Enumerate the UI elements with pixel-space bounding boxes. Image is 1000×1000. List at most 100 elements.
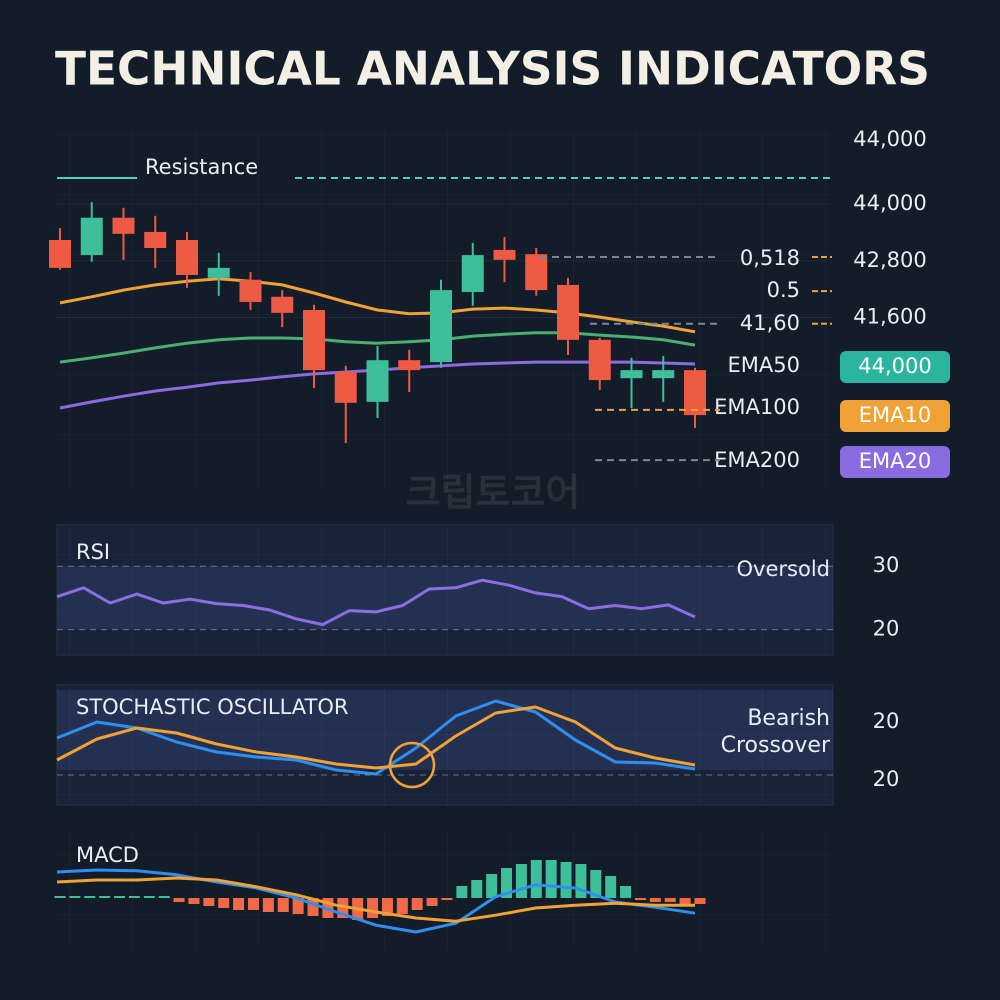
- rsi-band: [57, 566, 833, 630]
- candle-body: [684, 370, 706, 416]
- macd-bar: [515, 864, 527, 898]
- macd-bar: [84, 896, 96, 898]
- macd-bar: [173, 898, 185, 902]
- macd-bar: [381, 898, 393, 916]
- rsi-line: [56, 578, 696, 627]
- macd-bar: [203, 898, 215, 906]
- candle-body: [49, 239, 71, 268]
- candle-body: [493, 249, 516, 260]
- y-tick-label: 41,600: [853, 305, 926, 329]
- badge-label: EMA20: [859, 449, 931, 473]
- macd-bar: [262, 898, 274, 912]
- macd-bar: [664, 898, 676, 902]
- macd-bar: [620, 886, 632, 898]
- macd-bar: [143, 896, 155, 898]
- annotation: Oversold: [737, 557, 830, 581]
- macd-bar: [634, 898, 646, 900]
- macd-bar: [590, 870, 602, 898]
- candle-body: [80, 217, 103, 256]
- macd-bar: [471, 880, 483, 898]
- candle-body: [207, 267, 230, 278]
- badge-label: EMA10: [859, 403, 931, 427]
- stoch-line: [56, 705, 696, 770]
- y-axis-label: 20: [873, 709, 900, 733]
- macd-bar: [560, 862, 572, 898]
- y-tick-label: 44,000: [853, 191, 926, 215]
- macd-bar: [605, 876, 617, 898]
- macd-line: [56, 868, 696, 934]
- crossover-marker: [388, 741, 436, 789]
- badge-label: 44,000: [858, 354, 931, 378]
- candle-body: [239, 279, 262, 302]
- macd-bar: [486, 874, 498, 898]
- macd-bar: [277, 898, 289, 912]
- macd-bar: [530, 860, 542, 898]
- candle-body: [461, 255, 484, 293]
- macd-pane: [57, 830, 833, 950]
- candle-body: [398, 360, 421, 371]
- badge: [840, 400, 950, 432]
- level-label: EMA200: [714, 448, 800, 472]
- macd-bar: [307, 898, 319, 916]
- y-tick-label: 30: [873, 553, 900, 577]
- candle-body: [557, 284, 579, 340]
- candle-body: [652, 370, 675, 379]
- pane-title: MACD: [76, 843, 139, 867]
- macd-bar: [679, 898, 691, 904]
- candle-body: [144, 231, 167, 249]
- macd-bar: [218, 898, 230, 908]
- macd-bar: [114, 896, 126, 898]
- candle-body: [271, 296, 294, 313]
- candle-body: [303, 310, 325, 371]
- level-label: 0,518: [740, 246, 800, 270]
- macd-bar: [367, 898, 379, 918]
- candle-body: [620, 370, 643, 379]
- macd-bar: [545, 860, 557, 898]
- level-label: EMA100: [714, 395, 800, 419]
- candle-body: [366, 360, 389, 402]
- macd-bar: [247, 898, 259, 910]
- macd-bar: [188, 898, 200, 904]
- level-label: 41,60: [740, 311, 800, 335]
- badge: [840, 351, 950, 383]
- watermark: 크립토코어: [406, 471, 581, 515]
- macd-bar: [649, 898, 661, 902]
- y-axis-label: 20: [873, 767, 900, 791]
- macd-bar: [501, 868, 513, 898]
- ema-line: [59, 331, 696, 364]
- macd-bar: [292, 898, 304, 914]
- macd-bar: [54, 896, 66, 898]
- macd-bar: [441, 898, 453, 900]
- macd-bar: [99, 896, 111, 898]
- pane-title: STOCHASTIC OSCILLATOR: [76, 695, 348, 719]
- macd-bar: [158, 896, 170, 898]
- y-top-label: 44,000: [853, 127, 926, 151]
- macd-bar: [694, 898, 706, 904]
- stoch-line: [56, 699, 696, 776]
- macd-bar: [233, 898, 245, 910]
- candle-body: [112, 217, 135, 234]
- macd-bar: [337, 898, 349, 918]
- pane-title: RSI: [76, 540, 110, 564]
- rsi-grid: [57, 525, 833, 655]
- macd-bar: [426, 898, 438, 906]
- level-label: EMA50: [728, 353, 800, 377]
- ema-line: [59, 277, 696, 334]
- macd-bar: [456, 886, 468, 898]
- level-label: 0.5: [767, 278, 800, 302]
- page-title: TECHNICAL ANALYSIS INDICATORS: [55, 42, 930, 96]
- candle-body: [525, 254, 548, 291]
- macd-bar: [396, 898, 408, 914]
- candle-body: [430, 290, 452, 363]
- resistance-label: Resistance: [145, 155, 258, 179]
- candle-body: [588, 339, 611, 381]
- macd-bar: [69, 896, 81, 898]
- macd-bar: [411, 898, 423, 910]
- badge: [840, 446, 950, 478]
- y-tick-label: 42,800: [853, 248, 926, 272]
- macd-bar: [128, 896, 140, 898]
- y-tick-label: 20: [873, 617, 900, 641]
- candle-body: [334, 372, 357, 403]
